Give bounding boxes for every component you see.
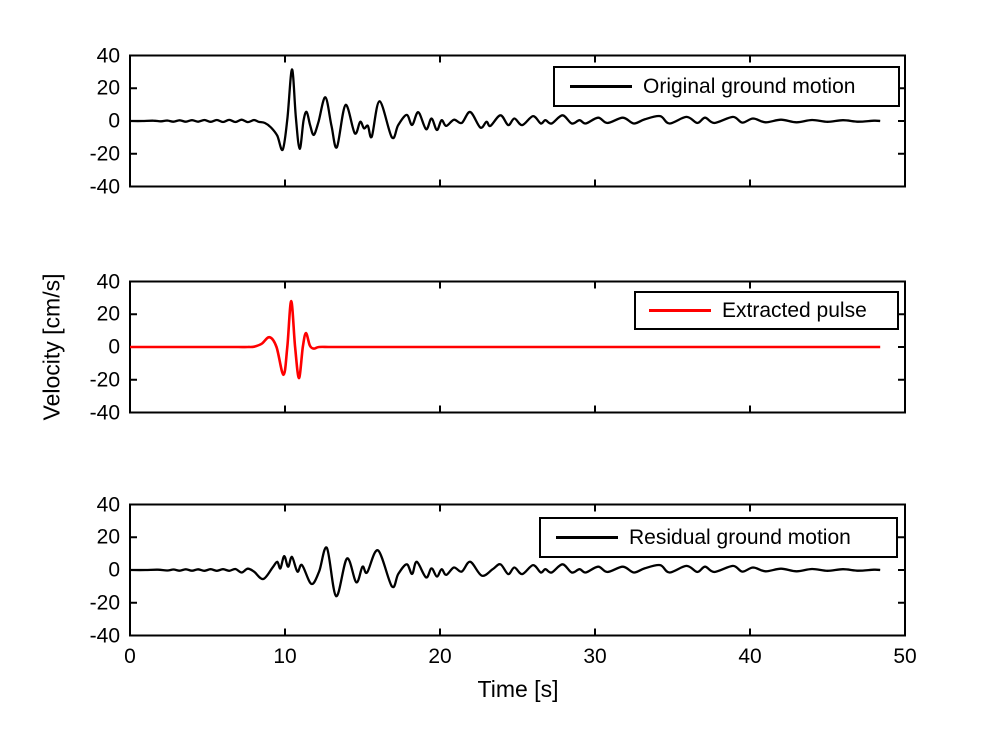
- y-tick-label: 20: [96, 76, 120, 100]
- y-tick-label: -20: [89, 368, 120, 392]
- y-tick-label: -20: [89, 142, 120, 166]
- y-tick-label: -40: [89, 175, 120, 198]
- legend-label: Extracted pulse: [722, 298, 867, 322]
- legend-residual: Residual ground motion: [539, 517, 898, 558]
- legend-line-sample: [649, 309, 711, 312]
- legend-original: Original ground motion: [553, 66, 900, 107]
- x-axis-label: Time [s]: [477, 676, 559, 702]
- y-tick-label: 0: [108, 109, 120, 133]
- legend-line-sample: [570, 85, 632, 88]
- y-tick-label: 40: [96, 44, 120, 67]
- y-tick-label: 0: [108, 558, 120, 582]
- y-tick-label: 0: [108, 335, 120, 359]
- waveform-extracted-pulse: [129, 299, 881, 380]
- legend-label: Original ground motion: [643, 74, 856, 98]
- waveform-residual-ground-motion: [129, 546, 881, 598]
- x-tick-label: 50: [893, 645, 917, 668]
- legend-label: Residual ground motion: [629, 525, 851, 549]
- x-tick-label: 0: [124, 645, 136, 668]
- x-tick-label: 20: [428, 645, 452, 668]
- y-tick-label: 20: [96, 302, 120, 326]
- y-tick-label: 40: [96, 493, 120, 516]
- y-tick-label: -20: [89, 591, 120, 615]
- legend-line-sample: [556, 536, 618, 539]
- y-tick-label: -40: [89, 401, 120, 424]
- y-tick-label: -40: [89, 624, 120, 647]
- legend-pulse: Extracted pulse: [634, 291, 899, 330]
- y-tick-label: 40: [96, 270, 120, 293]
- x-tick-label: 30: [583, 645, 607, 668]
- waveform-original-ground-motion: [129, 68, 881, 152]
- y-tick-label: 20: [96, 525, 120, 549]
- x-tick-label: 10: [273, 645, 297, 668]
- x-tick-label: 40: [738, 645, 762, 668]
